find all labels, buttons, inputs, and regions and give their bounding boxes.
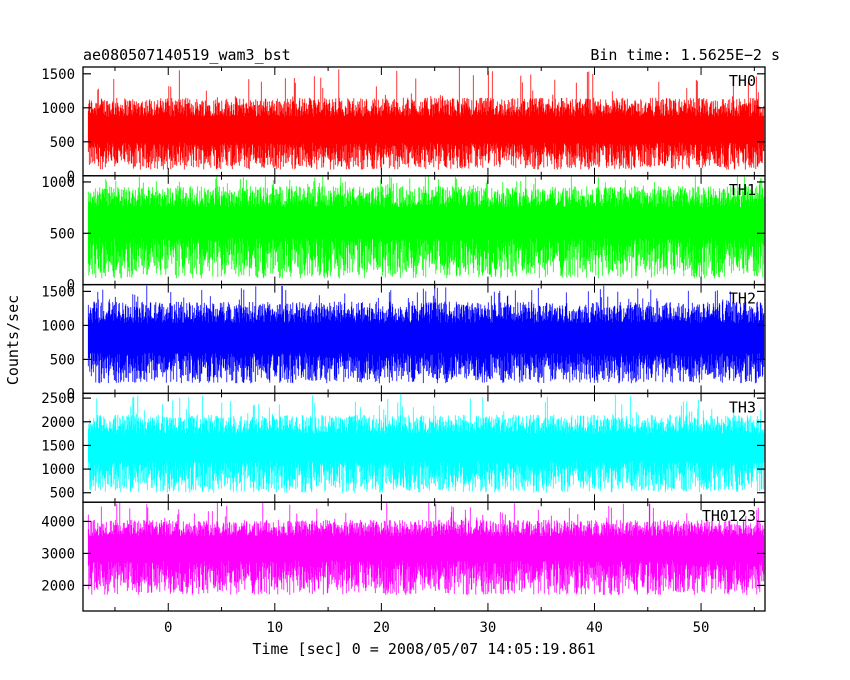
y-tick-label: 1000 [41, 175, 75, 191]
y-tick-label: 1000 [41, 318, 75, 334]
x-tick-label: 40 [586, 620, 603, 636]
y-axis-label: Counts/sec [4, 295, 22, 385]
y-tick-label: 0 [67, 278, 75, 294]
x-tick-label: 10 [266, 620, 283, 636]
series-line-th2 [87, 285, 765, 384]
y-tick-label: 500 [50, 486, 75, 502]
y-tick-label: 0 [67, 169, 75, 185]
y-tick-label: 3000 [41, 546, 75, 562]
y-tick-label: 1500 [41, 67, 75, 83]
series-line-th3 [87, 393, 765, 493]
x-axis-label: Time [sec] 0 = 2008/05/07 14:05:19.861 [252, 640, 595, 658]
y-tick-label: 1500 [41, 284, 75, 300]
panel-th1: 0 500 1000 TH1 [41, 175, 766, 294]
y-tick-label: 0 [67, 386, 75, 402]
panel-label: TH3 [729, 398, 756, 416]
panel-frame [82, 501, 766, 612]
series-line-th0123 [87, 502, 765, 595]
panel-label: TH0123 [702, 507, 756, 525]
panel-stack: 0 500 1000 1500 TH0 0 500 1000 TH1 0 500 1000 1500 TH… [41, 66, 766, 612]
panel-label: TH1 [729, 181, 756, 199]
y-tick-label: 2000 [41, 578, 75, 594]
series-line-th0 [87, 67, 765, 170]
panel-label: TH2 [729, 290, 756, 308]
y-tick-label: 500 [50, 135, 75, 151]
y-tick-label: 2000 [41, 415, 75, 431]
x-tick-label: 0 [164, 620, 172, 636]
y-tick-label: 2500 [41, 391, 75, 407]
x-axis: 0 10 20 30 40 50 [164, 620, 709, 636]
figure-title: ae080507140519_wam3_bst [83, 46, 291, 64]
x-tick-label: 30 [480, 620, 497, 636]
panel-th2: 0 500 1000 1500 TH2 [41, 283, 766, 402]
panel-th0123: 2000 3000 4000 TH0123 [41, 501, 766, 612]
bin-time-label: Bin time: 1.5625E−2 s [590, 46, 780, 64]
y-tick-label: 500 [50, 352, 75, 368]
x-tick-label: 20 [373, 620, 390, 636]
x-tick-label: 50 [693, 620, 710, 636]
series-line-th1 [87, 176, 765, 279]
y-tick-label: 4000 [41, 514, 75, 530]
y-tick-label: 1500 [41, 438, 75, 454]
panel-th3: 500 1000 1500 2000 2500 TH3 [41, 391, 766, 503]
y-tick-label: 500 [50, 226, 75, 242]
y-tick-label: 1000 [41, 462, 75, 478]
y-tick-label: 1000 [41, 101, 75, 117]
panel-label: TH0 [729, 72, 756, 90]
panel-th0: 0 500 1000 1500 TH0 [41, 66, 766, 185]
